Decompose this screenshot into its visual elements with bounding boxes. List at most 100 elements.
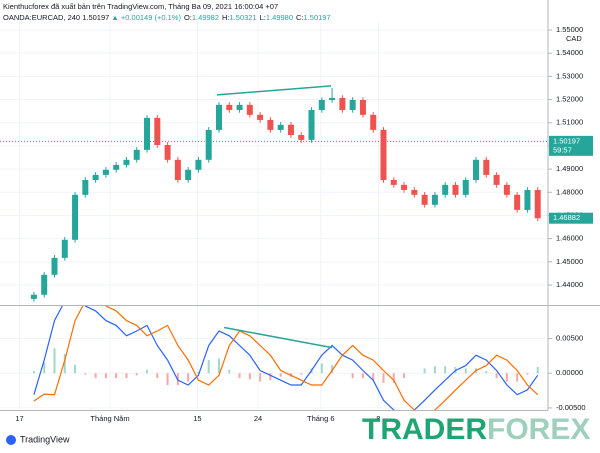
candle-body	[61, 239, 68, 258]
candle-body	[503, 184, 510, 195]
price-label-box	[549, 212, 593, 224]
candle-body	[205, 129, 212, 160]
histogram-bar	[351, 373, 354, 379]
histogram-bar	[526, 373, 529, 375]
x-tick-label: 15	[193, 414, 201, 423]
axes	[0, 0, 600, 411]
histogram-bar	[464, 368, 467, 374]
histogram-bar	[238, 373, 241, 379]
candle-body	[359, 100, 366, 115]
y-tick-label: 1.48000	[556, 187, 583, 196]
y-tick-label: 1.54000	[556, 48, 583, 57]
candle-body	[144, 117, 151, 150]
histogram-bar	[125, 373, 128, 379]
candle-body	[174, 159, 181, 180]
candle-body	[442, 184, 449, 195]
histogram-bar	[146, 369, 149, 374]
x-tick-label: 8	[376, 414, 380, 423]
histogram-bar	[536, 367, 539, 374]
candle-body	[462, 179, 469, 195]
histogram-bar	[156, 373, 159, 379]
histogram-bar	[433, 366, 436, 374]
x-tick-label: 17	[15, 414, 23, 423]
candle-body	[41, 274, 48, 295]
price-label: 1.46882	[553, 213, 580, 222]
y-tick-label: 1.52000	[556, 95, 583, 104]
candle-body	[82, 179, 89, 195]
ohlc-value: 1.50197	[304, 13, 331, 22]
histogram-bar	[187, 373, 190, 382]
candle-body	[257, 114, 264, 120]
histogram-bar	[115, 373, 118, 379]
y-tick-label: -0.00500	[556, 403, 586, 412]
x-tick-label: Tháng 6	[307, 414, 335, 423]
candle-body	[185, 169, 192, 180]
ohlc-label: H:	[222, 13, 230, 22]
histogram-bar	[259, 373, 262, 382]
candle-body	[298, 135, 305, 140]
histogram-bar	[32, 371, 35, 374]
symbol: OANDA:EURCAD, 240 1.50197	[3, 13, 109, 22]
histogram-bar	[197, 371, 200, 374]
candle-body	[411, 189, 418, 195]
candle-body	[30, 294, 37, 299]
candle-body	[236, 104, 243, 110]
candle-body	[380, 129, 387, 180]
candle-body	[113, 164, 120, 170]
histogram-bar	[361, 373, 364, 379]
histogram-bar	[74, 364, 77, 374]
histogram-bar	[94, 373, 97, 379]
y-tick-label: 1.46000	[556, 234, 583, 243]
histogram-bar	[300, 373, 303, 375]
ohlc-label: O:	[184, 13, 192, 22]
histogram-bar	[444, 366, 447, 374]
y-tick-label: 0.00500	[556, 334, 583, 343]
macd-pane	[32, 306, 539, 410]
logo-icon	[6, 435, 16, 445]
candle-body	[123, 159, 130, 165]
candle-body	[370, 114, 377, 130]
candle-body	[308, 109, 315, 140]
ohlc-label: L:	[260, 13, 266, 22]
candle-body	[534, 189, 541, 219]
y-tick-label: 1.49000	[556, 164, 583, 173]
histogram-bar	[382, 373, 385, 383]
brand: TradingView	[20, 434, 70, 444]
histogram-bar	[63, 353, 66, 374]
histogram-bar	[104, 373, 107, 379]
histogram-bar	[228, 369, 231, 374]
y-tick-label: 1.44000	[556, 280, 583, 289]
candle-body	[215, 104, 222, 130]
candle-body	[246, 104, 253, 115]
candle-body	[72, 194, 79, 240]
histogram-bar	[320, 363, 323, 374]
candle-body	[102, 169, 109, 175]
histogram-bar	[392, 373, 395, 383]
candle-body	[431, 194, 438, 205]
candle-body	[277, 124, 284, 130]
macd-line	[33, 306, 539, 410]
y-tick-label: 1.51000	[556, 118, 583, 127]
candle-body	[318, 100, 325, 110]
histogram-bar	[505, 373, 508, 382]
histogram-bar	[43, 362, 46, 374]
grid	[0, 22, 548, 410]
ohlc-value: 1.49980	[266, 13, 293, 22]
trendline	[223, 326, 333, 349]
candle-body	[92, 174, 99, 180]
ohlc-value: 1.50321	[230, 13, 257, 22]
ohlc-value: 1.49982	[192, 13, 219, 22]
ohlc: O:1.49982 H:1.50321 L:1.49980 C:1.50197	[184, 13, 331, 22]
histogram-bar	[495, 373, 498, 379]
price-pane	[0, 85, 548, 302]
countdown: 59:57	[553, 145, 572, 154]
histogram-bar	[135, 373, 138, 376]
histogram-bar	[516, 373, 519, 382]
candle-body	[401, 184, 408, 190]
candle-body	[524, 189, 531, 210]
watermark-b: FOREX	[487, 413, 590, 446]
candle-body	[452, 184, 459, 195]
candle-body	[133, 149, 140, 160]
macd-line	[33, 306, 539, 410]
